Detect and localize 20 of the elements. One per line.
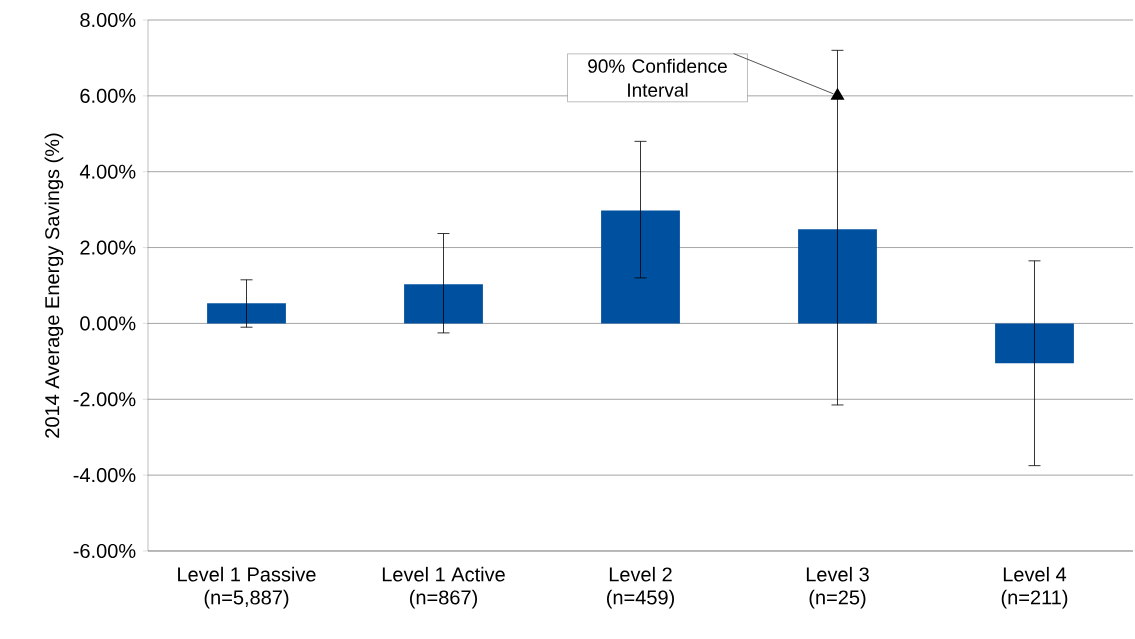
bar xyxy=(601,210,680,324)
x-tick-label: Level 3 (n=25) xyxy=(806,566,869,609)
y-tick-label: 0.00% xyxy=(80,316,136,331)
y-tick-label: -6.00% xyxy=(73,543,136,559)
y-tick-label: 4.00% xyxy=(79,164,136,179)
bar xyxy=(798,229,877,324)
x-tick-label: Level 1 Active (n=867) xyxy=(382,566,505,609)
y-axis-title: 2014 Average Energy Savings (%) xyxy=(44,133,64,438)
x-tick-label: Level 2 (n=459) xyxy=(607,566,674,609)
x-tick-label: Level 1 Passive (n=5,887) xyxy=(178,566,316,609)
bar xyxy=(995,323,1074,364)
annotation: 90% Confidence Interval xyxy=(588,58,727,97)
bar xyxy=(404,284,483,324)
y-tick-label: -2.00% xyxy=(73,392,136,407)
y-tick-label: 2.00% xyxy=(80,240,136,255)
y-tick-label: 6.00% xyxy=(80,88,136,103)
y-tick-label: 8.00% xyxy=(80,12,136,28)
y-tick-label: -4.00% xyxy=(73,468,136,483)
bar xyxy=(207,303,286,324)
x-tick-label: Level 4 (n=211) xyxy=(1001,566,1068,609)
